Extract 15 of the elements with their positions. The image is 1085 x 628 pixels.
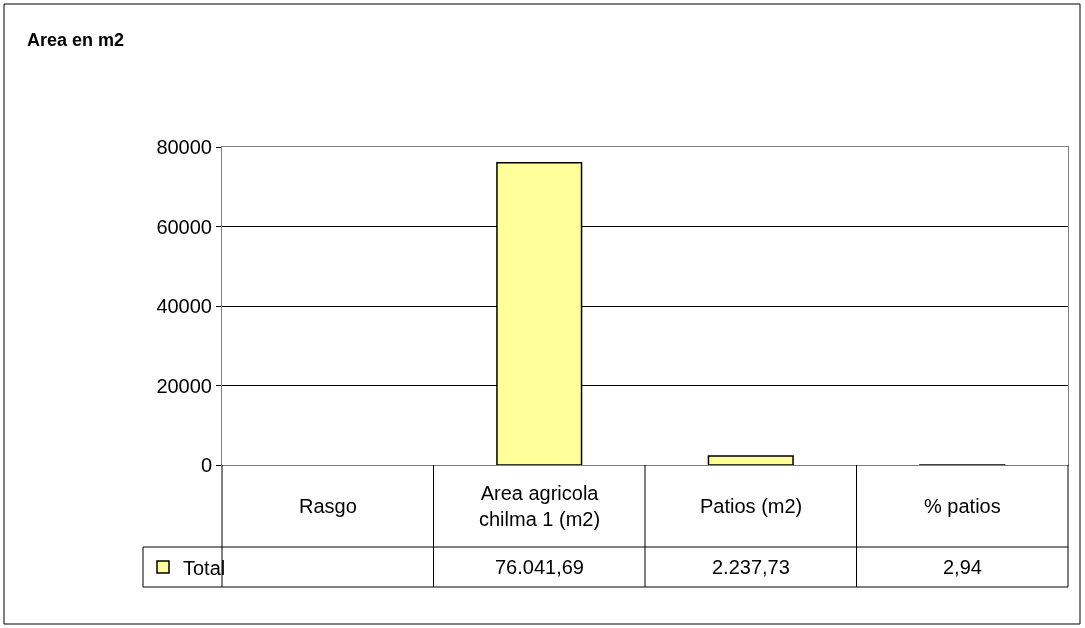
y-tick-label: 80000 — [156, 136, 212, 158]
y-tick-label: 60000 — [156, 215, 212, 238]
data-label: 2.237,73 — [712, 556, 790, 578]
bar — [707, 455, 794, 465]
x-tick-label: Rasgo — [299, 495, 357, 517]
x-tick-label: Area agricola chilma 1 (m2) — [479, 482, 601, 530]
x-tick-label: Patios (m2) — [700, 495, 803, 517]
data-label: 2,94 — [943, 556, 982, 578]
y-tick-label: 0 — [200, 454, 212, 476]
legend-label: Total — [183, 556, 226, 579]
y-tick-label: 20000 — [156, 374, 212, 397]
x-tick-label: % patios — [924, 495, 1001, 517]
y-tick-label: 40000 — [156, 295, 212, 317]
data-label: 76.041,69 — [495, 556, 584, 578]
text: Area en m2 — [27, 29, 125, 50]
